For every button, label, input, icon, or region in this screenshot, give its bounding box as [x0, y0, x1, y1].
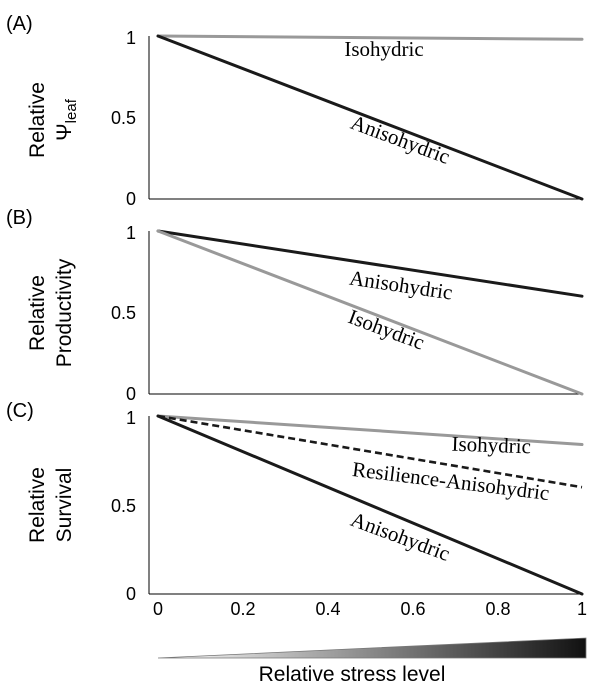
- panel-a-letter: (A): [6, 13, 33, 35]
- panel-c-xtick-06: 0.6: [400, 599, 425, 619]
- panel-a-ylabel-symbol: Ψ: [53, 123, 76, 141]
- panel-c-xtick-08: 0.8: [485, 599, 510, 619]
- panel-b: (B) Relative Productivity 1 0.5 0 Anisoh…: [6, 207, 584, 404]
- panel-b-ylabel2: Productivity: [53, 258, 76, 367]
- svg-text:Ψleaf: Ψleaf: [53, 98, 80, 141]
- panel-a-ylabel: Relative: [26, 82, 49, 158]
- panel-b-label-isohydric: Isohydric: [345, 304, 428, 354]
- panel-c-xtick-0: 0: [153, 599, 163, 619]
- panel-c-label-resilience-anisohydric: Resilience-Anisohydric: [351, 457, 551, 505]
- panel-c-ylabel-line2: Survival: [53, 468, 76, 543]
- svg-text:Relative: Relative: [26, 82, 49, 158]
- panel-a-ylabel-text: Relative: [26, 82, 49, 158]
- panel-c-letter: (C): [6, 400, 34, 422]
- x-axis-label: Relative stress level: [259, 663, 446, 686]
- panel-a-series-isohydric: [156, 34, 584, 41]
- panel-b-series-isohydric: [156, 229, 584, 396]
- panel-b-ytick-0: 0: [126, 384, 136, 404]
- panel-c-xtick-02: 0.2: [230, 599, 255, 619]
- panel-c-ytick-0: 0: [126, 584, 136, 604]
- panel-a-label-isohydric: Isohydric: [344, 37, 423, 61]
- panel-c-ylabel2: Survival: [53, 468, 76, 543]
- panel-b-ylabel-line1: Relative: [26, 275, 49, 351]
- panel-a-ytick-0: 0: [126, 189, 136, 209]
- panel-b-series-anisohydric: [156, 229, 584, 298]
- panel-c-label-anisohydric: Anisohydric: [348, 507, 454, 566]
- panel-c-ytick-05: 0.5: [111, 496, 136, 516]
- panel-a-ylabel-sub: leaf: [63, 98, 80, 123]
- panel-a: (A) Relative Ψleaf 1 0.5 0 Isohydric Ani…: [6, 13, 584, 209]
- panel-b-ylabel: Relative: [26, 275, 49, 351]
- panel-c-ytick-1: 1: [126, 408, 136, 428]
- panel-c-ylabel-line1: Relative: [26, 467, 49, 543]
- panel-c-label-isohydric: Isohydric: [451, 432, 531, 459]
- panel-b-ytick-05: 0.5: [111, 303, 136, 323]
- panel-c: (C) Relative Survival 1 0.5 0 Isohydric …: [6, 400, 587, 619]
- panel-c-xtick-04: 0.4: [315, 599, 340, 619]
- panel-c-series-anisohydric: [156, 414, 584, 596]
- panel-a-series-anisohydric: [156, 34, 584, 201]
- panel-c-series-resilience-anisohydric: [157, 414, 583, 489]
- panel-a-ylabel-symbol-group: Ψleaf: [53, 98, 80, 141]
- stress-gradient-wedge: [157, 637, 587, 659]
- panel-a-label-anisohydric: Anisohydric: [348, 110, 454, 169]
- panel-b-letter: (B): [6, 207, 33, 229]
- panel-c-xtick-1: 1: [577, 599, 587, 619]
- panel-c-ylabel: Relative: [26, 467, 49, 543]
- panel-a-ytick-1: 1: [126, 28, 136, 48]
- panel-a-ytick-05: 0.5: [111, 108, 136, 128]
- panel-b-ylabel-line2: Productivity: [53, 258, 76, 367]
- panel-b-ytick-1: 1: [126, 223, 136, 243]
- panel-c-series-isohydric: [156, 414, 584, 446]
- panel-b-label-anisohydric: Anisohydric: [348, 266, 454, 305]
